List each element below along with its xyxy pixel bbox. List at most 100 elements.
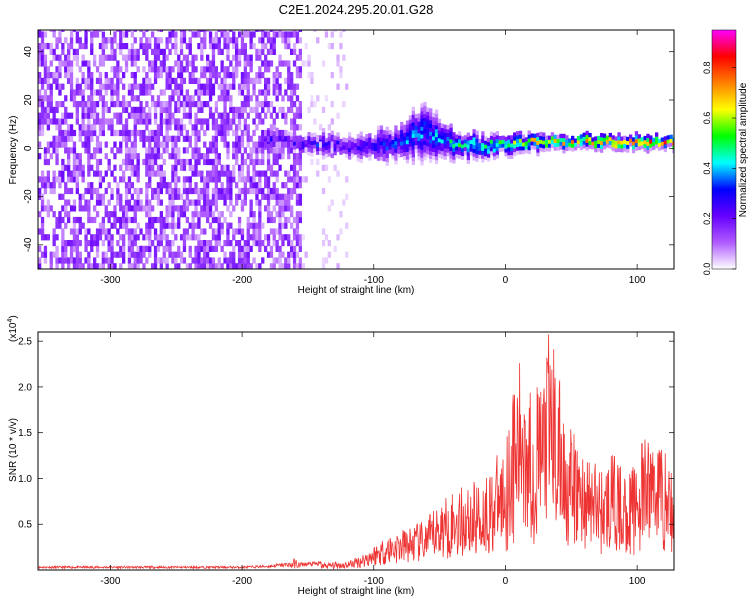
spectrogram-cell — [307, 147, 311, 152]
spectrogram-cell — [153, 228, 158, 235]
spectrogram-cell — [98, 72, 103, 79]
spectrogram-cell — [119, 245, 123, 252]
spectrogram-cell — [426, 142, 430, 147]
snr-y-tick-label: 2.5 — [18, 337, 32, 348]
spectrogram-cell — [507, 147, 511, 152]
spectrogram-cell — [119, 164, 123, 171]
spectrogram-cell — [197, 251, 201, 258]
spectrogram-cell — [272, 257, 276, 264]
spectrogram-cell — [530, 133, 534, 138]
spectrogram-cell — [264, 66, 268, 73]
spectrogram-cell — [501, 139, 505, 144]
spectrogram-cell — [290, 164, 294, 171]
spectrogram-cell — [649, 139, 653, 144]
spectrogram-cell — [243, 30, 247, 32]
spectrogram-cell — [130, 83, 134, 90]
spectrogram-cell — [261, 129, 265, 137]
spectrogram-cell — [362, 136, 366, 141]
spectrogram-cell — [142, 245, 146, 252]
spectrogram-cell — [324, 234, 329, 241]
spectrogram-cell — [220, 187, 224, 195]
spectrogram-cell — [168, 95, 172, 102]
spectrogram-cell — [359, 147, 363, 152]
spectrogram-cell — [185, 60, 189, 67]
spectrogram-cell — [223, 83, 227, 90]
spectrogram-cell — [52, 30, 56, 32]
spectrogram-cell — [489, 135, 494, 140]
spectrogram-cell — [124, 147, 129, 154]
spectrogram-cell — [124, 216, 129, 224]
spectrogram-cell — [122, 72, 126, 79]
spectrogram-cell — [124, 54, 129, 61]
spectrogram-cell — [295, 124, 300, 131]
spectrogram-cell — [55, 234, 59, 241]
spectrogram-cell — [220, 228, 224, 235]
spectrogram-cell — [72, 205, 77, 212]
spectrogram-cell — [107, 164, 111, 171]
spectrogram-cell — [72, 176, 77, 183]
spectrogram-cells — [38, 30, 674, 269]
spectrogram-cell — [211, 257, 216, 264]
spectrogram-cell — [237, 135, 242, 142]
spectrogram-cell — [545, 147, 549, 152]
spectrogram-cell — [437, 138, 442, 143]
spectrogram-cell — [235, 60, 239, 67]
spectrogram-cell — [663, 136, 667, 141]
spectrogram-cell — [214, 77, 218, 84]
spectrogram-cell — [78, 170, 82, 177]
spectrogram-cell — [156, 129, 161, 137]
spectrogram-cell — [133, 118, 137, 125]
spectrogram-cell — [266, 205, 271, 212]
spectrogram-cell — [258, 182, 262, 189]
spectrogram-cell — [232, 77, 236, 84]
spectrogram-cell — [313, 136, 317, 141]
spectrogram-cell — [55, 245, 59, 252]
spectrogram-cell — [64, 129, 68, 137]
spectrogram-cell — [84, 30, 88, 32]
spectrogram-cell — [414, 137, 418, 142]
spectrogram-cell — [127, 187, 132, 195]
spectrogram-cell — [336, 112, 340, 119]
spectrogram-cell — [133, 106, 137, 113]
spectrogram-cell — [298, 146, 302, 151]
spectrogram-cell — [64, 54, 68, 61]
spectrogram-cell — [348, 132, 352, 137]
spectrogram-cell — [87, 30, 91, 32]
spectrogram-cell — [258, 141, 262, 148]
spectrogram-cell — [348, 151, 352, 156]
spectrogram-cell — [562, 141, 566, 146]
spectrogram-cell — [75, 170, 79, 177]
spectrogram-cell — [78, 129, 82, 137]
spectrogram-cell — [40, 54, 45, 61]
spectrogram-cell — [437, 141, 442, 147]
spectrogram-cell — [159, 170, 163, 177]
spectrogram-cell — [40, 95, 45, 102]
spectrogram-cell — [156, 216, 161, 224]
spectrogram-cell — [162, 251, 166, 258]
spectrogram-cell — [81, 124, 85, 131]
spectrogram-cell — [58, 193, 62, 200]
spectrogram-cell — [119, 77, 123, 84]
spectrogram-cell — [252, 170, 256, 177]
spectrogram-cell — [75, 31, 79, 38]
spectrogram-cell — [69, 66, 74, 73]
spectrogram-cell — [156, 37, 161, 44]
spectrogram-cell — [38, 54, 42, 61]
spectrogram-cell — [107, 54, 111, 61]
spectrogram-cell — [249, 95, 253, 102]
spectrogram-cell — [93, 60, 97, 67]
spectrogram-cell — [272, 187, 276, 195]
spectrogram-cell — [426, 122, 430, 128]
spectrogram-cell — [69, 251, 74, 258]
spectrogram-cell — [168, 112, 172, 119]
spectrogram-cell — [52, 176, 56, 183]
spectrogram-cell — [426, 150, 430, 155]
spectrogram-cell — [49, 95, 53, 102]
spectrogram-cell — [214, 170, 218, 177]
spectrogram-cell — [327, 43, 331, 50]
spectrogram-cell — [319, 141, 323, 148]
spectrogram-cell — [220, 83, 224, 90]
spectrogram-cell — [379, 125, 384, 130]
spectrogram-cell — [136, 187, 140, 195]
spectrogram-cell — [246, 257, 250, 264]
